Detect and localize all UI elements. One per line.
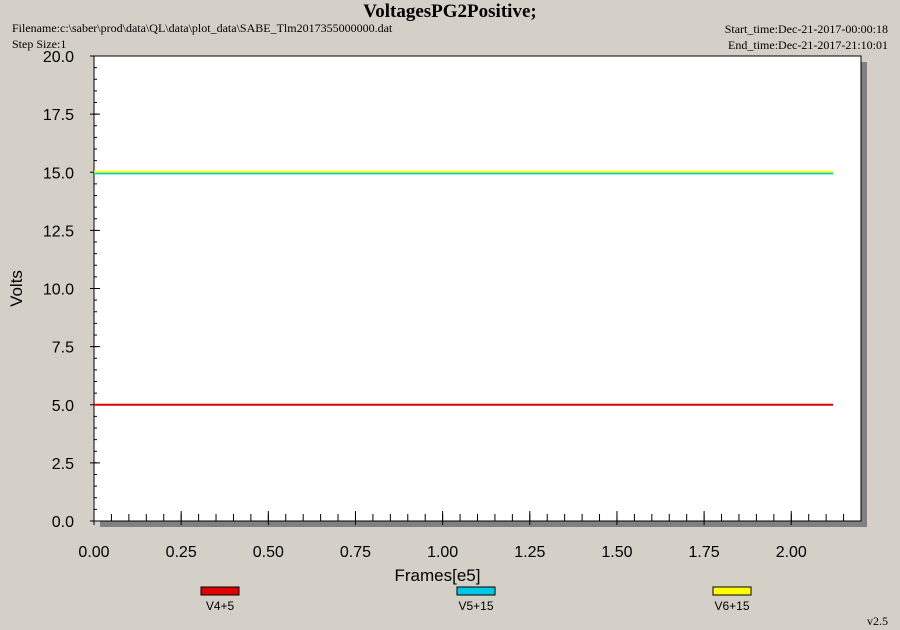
- x-axis-label: Frames[e5]: [395, 566, 481, 585]
- y-axis-label: Volts: [7, 270, 26, 307]
- x-tick-label: 0.25: [166, 544, 197, 561]
- y-tick-label: 5.0: [52, 398, 74, 415]
- legend-label-V4+5: V4+5: [206, 599, 235, 613]
- y-tick-label: 12.5: [43, 223, 74, 240]
- legend-label-V5+15: V5+15: [458, 599, 493, 613]
- y-tick-label: 10.0: [43, 282, 74, 299]
- end-time-label: End_time:Dec-21-2017-21:10:01: [728, 38, 888, 52]
- chart-title: VoltagesPG2Positive;: [363, 1, 537, 22]
- legend-swatch-V4+5: [200, 586, 240, 596]
- filename-label: Filename:c:\saber\prod\data\QL\data\plot…: [12, 21, 393, 35]
- x-tick-label: 2.00: [776, 544, 807, 561]
- y-tick-label: 7.5: [52, 340, 74, 357]
- x-tick-label: 1.00: [427, 544, 458, 561]
- plot-area: [93, 55, 862, 522]
- y-tick-label: 20.0: [43, 49, 74, 66]
- y-tick-label: 17.5: [43, 107, 74, 124]
- legend-swatch-V6+15: [712, 586, 752, 596]
- y-tick-label: 0.0: [52, 514, 74, 531]
- legend-label-V6+15: V6+15: [714, 599, 749, 613]
- x-tick-label: 0.75: [340, 544, 371, 561]
- x-tick-label: 1.50: [601, 544, 632, 561]
- y-tick-label: 15.0: [43, 165, 74, 182]
- start-time-label: Start_time:Dec-21-2017-00:00:18: [724, 22, 888, 36]
- version-label: v2.5: [867, 614, 888, 628]
- x-tick-label: 1.25: [514, 544, 545, 561]
- x-tick-label: 0.50: [253, 544, 284, 561]
- y-tick-label: 2.5: [52, 456, 74, 473]
- legend-swatch-V5+15: [456, 586, 496, 596]
- step-size-label: Step Size:1: [12, 37, 67, 51]
- x-tick-label: 1.75: [689, 544, 720, 561]
- x-tick-label: 0.00: [78, 544, 109, 561]
